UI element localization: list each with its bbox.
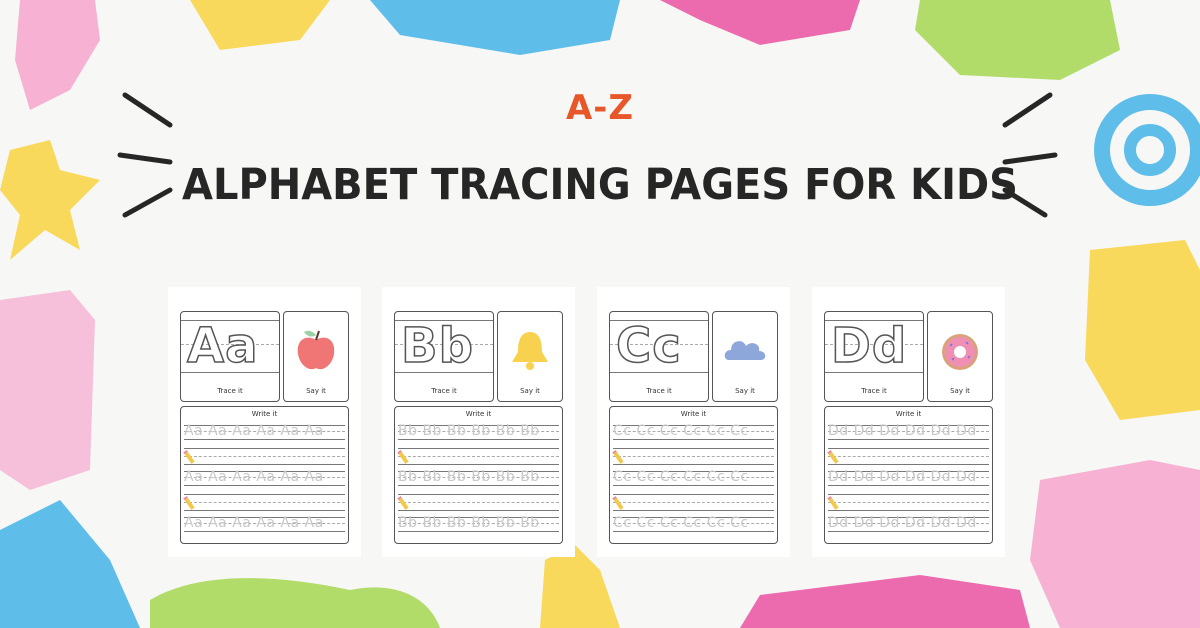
say-box: Say it <box>712 311 778 402</box>
trace-row-text: Bb Bb Bb Bb Bb Bb <box>398 515 540 531</box>
trace-letters: Cc <box>615 317 682 375</box>
pencil-icon <box>397 496 409 510</box>
trace-row-text: Aa Aa Aa Aa Aa Aa <box>184 515 324 531</box>
write-label: Write it <box>465 410 492 418</box>
kicker-heading: A-Z <box>565 88 635 128</box>
trace-row-text: Dd Dd Dd Dd Dd Dd <box>828 515 977 531</box>
trace-row-text: Cc Cc Cc Cc Cc Cc <box>613 469 749 485</box>
trace-row-text: Aa Aa Aa Aa Aa Aa <box>184 423 324 439</box>
trace-row-text: Dd Dd Dd Dd Dd Dd <box>828 423 977 439</box>
pencil-icon <box>612 450 624 464</box>
trace-label: Trace it <box>431 387 457 395</box>
say-label: Say it <box>950 387 970 395</box>
write-box: Write it Bb Bb Bb Bb Bb Bb Bb Bb Bb Bb Bb… <box>394 406 563 544</box>
write-box: Write it Aa Aa Aa Aa Aa Aa Aa Aa Aa Aa Aa… <box>180 406 349 544</box>
trace-row-text: Cc Cc Cc Cc Cc Cc <box>613 423 749 439</box>
trace-letters: Bb <box>400 317 474 375</box>
write-box: Write it Cc Cc Cc Cc Cc Cc Cc Cc Cc Cc Cc… <box>609 406 778 544</box>
trace-box: Aa Trace it <box>180 311 280 402</box>
page-title: ALPHABET TRACING PAGES FOR KIDS <box>182 160 1018 210</box>
pencil-icon <box>827 496 839 510</box>
write-label: Write it <box>251 410 278 418</box>
pencil-icon <box>397 450 409 464</box>
pencil-icon <box>612 496 624 510</box>
worksheet-bb: Bb Trace it Say it Write it Bb Bb Bb Bb … <box>382 287 575 557</box>
trace-label: Trace it <box>217 387 243 395</box>
trace-label: Trace it <box>646 387 672 395</box>
write-box: Write it Dd Dd Dd Dd Dd Dd Dd Dd Dd Dd Dd… <box>824 406 993 544</box>
trace-row-text: Bb Bb Bb Bb Bb Bb <box>398 423 540 439</box>
say-box: Say it <box>283 311 349 402</box>
say-label: Say it <box>306 387 326 395</box>
trace-row-text: Aa Aa Aa Aa Aa Aa <box>184 469 324 485</box>
pencil-icon <box>183 450 195 464</box>
trace-row-text: Cc Cc Cc Cc Cc Cc <box>613 515 749 531</box>
trace-box: Dd Trace it <box>824 311 924 402</box>
say-box: Say it <box>927 311 993 402</box>
write-label: Write it <box>680 410 707 418</box>
worksheet-cc: Cc Trace it Say it Write it Cc Cc Cc Cc … <box>597 287 790 557</box>
trace-row-text: Dd Dd Dd Dd Dd Dd <box>828 469 977 485</box>
pencil-icon <box>827 450 839 464</box>
worksheet-dd: Dd Trace it Say it Write it Dd Dd Dd Dd … <box>812 287 1005 557</box>
trace-letters: Dd <box>830 317 908 375</box>
trace-box: Cc Trace it <box>609 311 709 402</box>
say-label: Say it <box>735 387 755 395</box>
worksheet-aa: Aa Trace it Say it Write it Aa Aa Aa Aa … <box>168 287 361 557</box>
trace-label: Trace it <box>861 387 887 395</box>
pencil-icon <box>183 496 195 510</box>
write-label: Write it <box>895 410 922 418</box>
say-box: Say it <box>497 311 563 402</box>
say-label: Say it <box>520 387 540 395</box>
trace-box: Bb Trace it <box>394 311 494 402</box>
trace-row-text: Bb Bb Bb Bb Bb Bb <box>398 469 540 485</box>
trace-letters: Aa <box>186 317 259 375</box>
